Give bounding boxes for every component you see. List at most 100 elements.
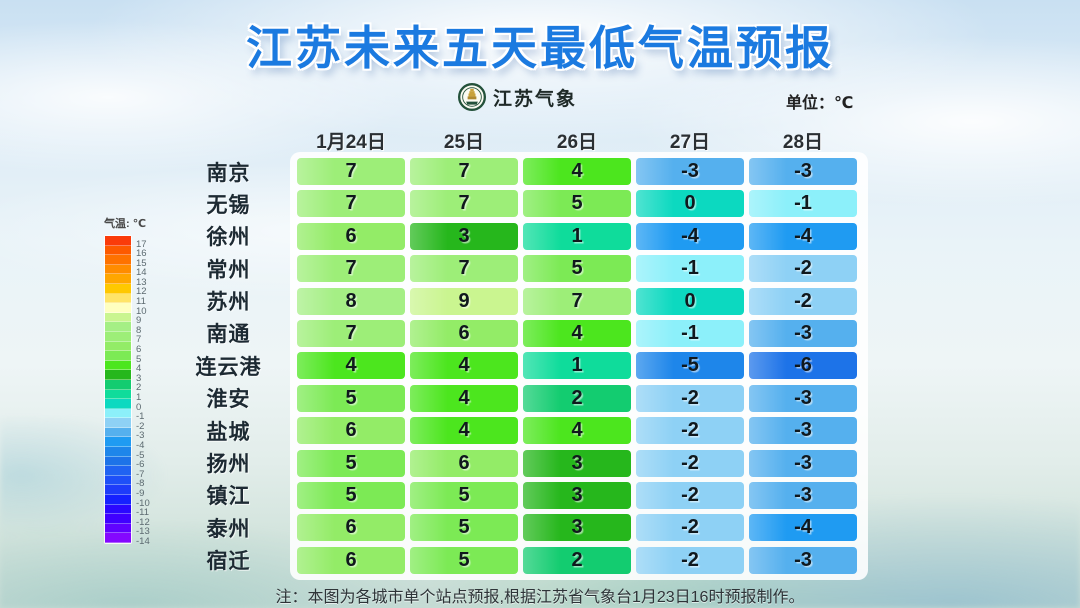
legend-swatch — [105, 236, 131, 246]
city-label: 宿迁 — [206, 550, 251, 574]
temperature-cell: 7 — [410, 255, 518, 283]
legend-tick-label: 10 — [136, 305, 147, 317]
legend-tick-label: -9 — [136, 487, 145, 499]
temperature-cell: 3 — [523, 514, 631, 542]
temperature-cell: -2 — [636, 417, 744, 445]
temperature-cell: 5 — [410, 514, 518, 542]
table-row: 泰州 6 5 3 -2 -4 — [160, 514, 862, 542]
temperature-cell: -2 — [636, 384, 744, 412]
legend-tick-label: -6 — [136, 459, 145, 471]
legend-swatch — [105, 283, 131, 294]
legend-swatch — [105, 360, 131, 371]
table-row: 南通 7 6 4 -1 -3 — [160, 319, 862, 347]
temperature-cell: 4 — [410, 384, 518, 412]
legend-tick-label: 4 — [136, 363, 142, 375]
temperature-cell: 4 — [523, 158, 631, 185]
jiangsu-meteorology-logo-icon — [458, 83, 486, 111]
legend-step: 14 — [105, 264, 147, 277]
legend-tick-label: 3 — [136, 372, 142, 384]
legend-tick-label: -12 — [136, 516, 150, 528]
legend-swatch — [105, 456, 131, 467]
temperature-cell: 4 — [297, 352, 405, 380]
legend-tick-label: 11 — [136, 296, 146, 308]
footnote: 注：本图为各城市单个站点预报,根据江苏省气象台1月23日16时预报制作。 — [275, 589, 805, 606]
temperature-cell: 6 — [410, 319, 518, 347]
table-row: 常州 7 7 5 -1 -2 — [160, 255, 862, 283]
date-column-header: 1月24日 — [316, 132, 386, 153]
temperature-cell: 5 — [297, 481, 405, 509]
city-label: 常州 — [206, 258, 251, 282]
unit-label: 单位：℃ — [786, 95, 854, 112]
legend-tick-label: -13 — [136, 526, 150, 538]
legend-swatch — [105, 466, 131, 476]
table-row: 扬州 5 6 3 -2 -3 — [160, 449, 862, 477]
legend-swatch — [105, 523, 131, 534]
legend-swatch — [105, 303, 131, 313]
temperature-cell: -1 — [636, 255, 744, 283]
temperature-cell: 7 — [297, 255, 405, 283]
legend-swatch — [105, 341, 131, 352]
temperature-cell: -3 — [749, 546, 857, 574]
legend-step: -4 — [105, 437, 144, 450]
legend-swatch — [105, 370, 131, 380]
legend-swatch — [105, 447, 131, 457]
temperature-cell: 4 — [523, 319, 631, 347]
temperature-cell: 3 — [523, 481, 631, 509]
legend-step: 16 — [105, 245, 147, 258]
city-label: 泰州 — [206, 517, 251, 541]
temperature-cell: -1 — [749, 190, 857, 218]
legend-step: 10 — [105, 303, 147, 316]
city-label: 镇江 — [206, 485, 251, 509]
legend-swatch — [105, 331, 131, 342]
legend-tick-label: 14 — [136, 267, 147, 279]
temperature-cell: 2 — [523, 384, 631, 412]
table-row: 宿迁 6 5 2 -2 -3 — [160, 546, 862, 574]
temperature-cell: -2 — [636, 546, 744, 574]
temperature-cell: 5 — [297, 384, 405, 412]
legend-step: -9 — [105, 485, 144, 498]
temperature-cell: 3 — [410, 222, 518, 250]
legend-tick-label: 6 — [136, 344, 142, 356]
legend-tick-label: -1 — [136, 411, 145, 423]
temperature-cell: 7 — [523, 287, 631, 315]
temperature-cell: 8 — [297, 287, 405, 315]
temperature-cell: 5 — [410, 481, 518, 509]
brand: 江苏气象 — [458, 83, 577, 111]
legend-swatch — [105, 312, 131, 323]
legend-swatch — [105, 389, 131, 400]
date-header-row: 1月24日 25日 26日 27日 28日 — [297, 127, 862, 154]
city-label: 连云港 — [195, 355, 262, 379]
temperature-cell: 5 — [297, 449, 405, 477]
legend-step: 8 — [105, 322, 141, 335]
table-row: 连云港 4 4 1 -5 -6 — [160, 352, 862, 380]
legend-step: 13 — [105, 274, 147, 287]
legend-step: -12 — [105, 514, 150, 527]
temperature-cell: -2 — [636, 514, 744, 542]
legend-swatch — [105, 427, 131, 438]
temperature-cell: -1 — [636, 319, 744, 347]
legend-tick-label: 1 — [136, 392, 142, 403]
temperature-cell: 9 — [410, 287, 518, 315]
legend-tick-label: -5 — [136, 449, 145, 461]
legend-swatch — [105, 495, 131, 505]
temperature-cell: -4 — [749, 514, 857, 542]
temperature-cell: -3 — [749, 384, 857, 412]
legend-step: 17 — [105, 236, 147, 249]
legend-swatch — [105, 533, 131, 543]
legend-tick-label: 5 — [136, 353, 142, 365]
temperature-cell: -3 — [636, 158, 744, 185]
date-column-header: 25日 — [443, 132, 485, 153]
legend-swatch — [105, 437, 131, 448]
legend-step: -11 — [105, 504, 149, 517]
temperature-cell: 7 — [297, 319, 405, 347]
legend-tick-label: 7 — [136, 334, 142, 346]
temperature-cell: 3 — [523, 449, 631, 477]
legend-color-scale: 17 16 15 14 13 12 11 10 9 8 7 6 5 4 — [104, 235, 150, 546]
legend-tick-label: -14 — [136, 535, 150, 547]
legend-tick-label: 12 — [136, 286, 147, 298]
legend-step: -10 — [105, 495, 150, 508]
legend-tick-label: 0 — [136, 401, 142, 413]
temperature-cell: 2 — [523, 546, 631, 574]
temperature-cell: -3 — [749, 449, 857, 477]
